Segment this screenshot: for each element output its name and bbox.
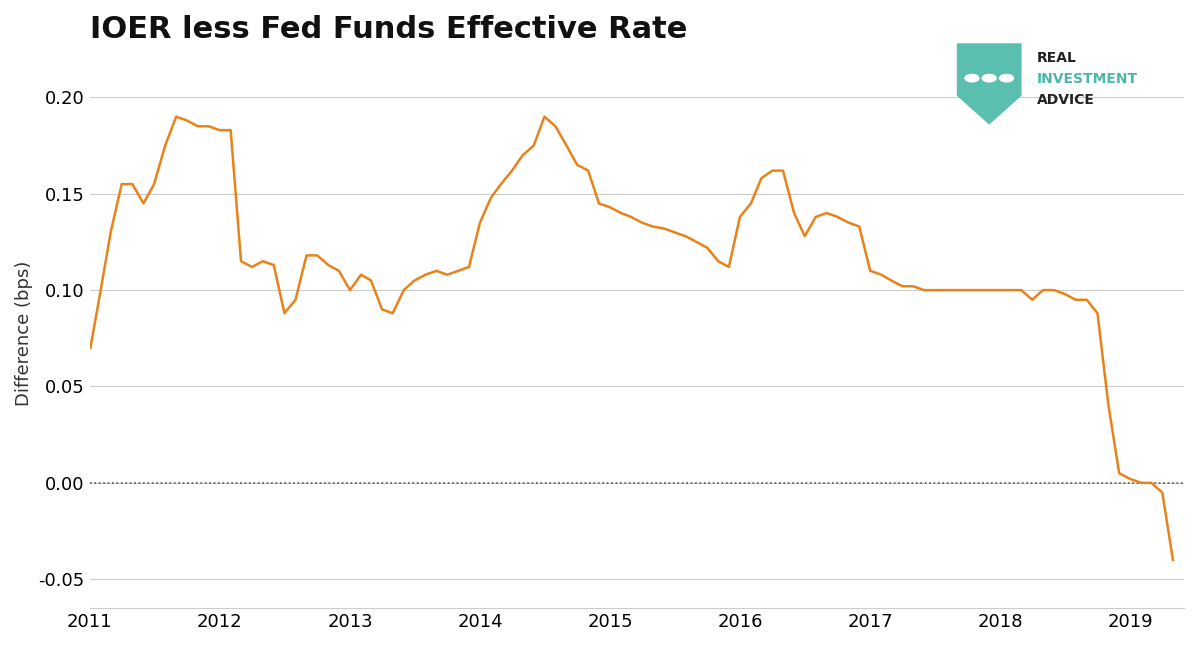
Text: IOER less Fed Funds Effective Rate: IOER less Fed Funds Effective Rate — [90, 15, 687, 44]
PathPatch shape — [957, 43, 1022, 125]
Circle shape — [1000, 74, 1013, 82]
Circle shape — [965, 74, 978, 82]
Text: REAL: REAL — [1037, 52, 1077, 65]
Text: INVESTMENT: INVESTMENT — [1037, 72, 1138, 87]
Y-axis label: Difference (bps): Difference (bps) — [16, 261, 34, 406]
Text: ADVICE: ADVICE — [1037, 93, 1095, 107]
Circle shape — [982, 74, 996, 82]
